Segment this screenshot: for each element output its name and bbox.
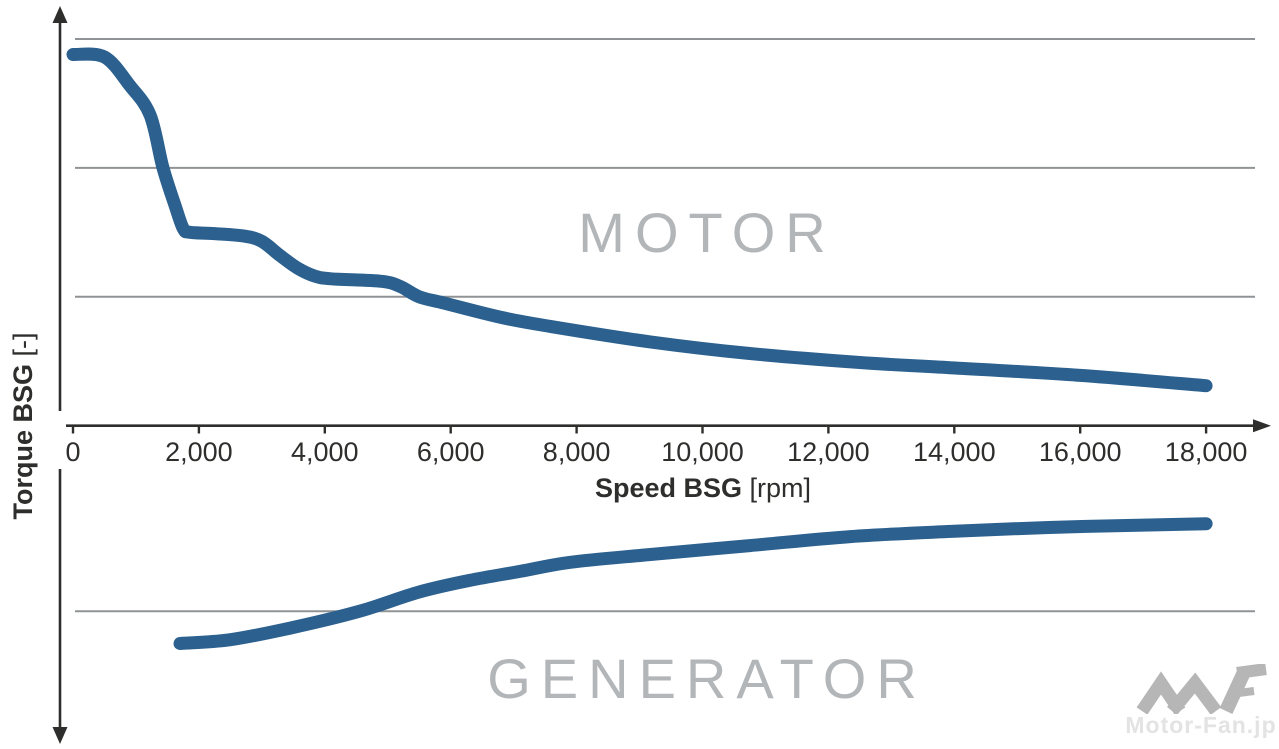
x-tick-label: 2,000 [165,437,233,467]
x-tick-label: 6,000 [417,437,485,467]
x-tick-label: 8,000 [543,437,611,467]
x-tick-label: 18,000 [1165,437,1248,467]
motor-fan-logo-icon [1136,663,1267,716]
x-tick-label: 16,000 [1039,437,1122,467]
x-tick-label: 12,000 [787,437,870,467]
x-tick-label: 0 [65,437,80,467]
region-label-motor: MOTOR [578,201,836,264]
motor-torque-curve [66,47,1213,393]
y-axis-title: Torque BSG [-] [8,332,38,519]
y-axis-up-arrow-icon [52,6,68,23]
x-axis-title: Speed BSG [rpm] [595,473,811,503]
x-tick-label: 4,000 [291,437,359,467]
y-axis-down-arrow-icon [52,727,68,744]
region-label-generator: GENERATOR [487,647,927,710]
x-tick-label: 10,000 [661,437,744,467]
watermark: Motor-Fan.jp [1125,663,1277,744]
watermark-text: Motor-Fan.jp [1125,712,1277,738]
x-axis-right-arrow-icon [1253,419,1271,433]
generator-torque-curve [173,517,1213,650]
x-tick-label: 14,000 [913,437,996,467]
